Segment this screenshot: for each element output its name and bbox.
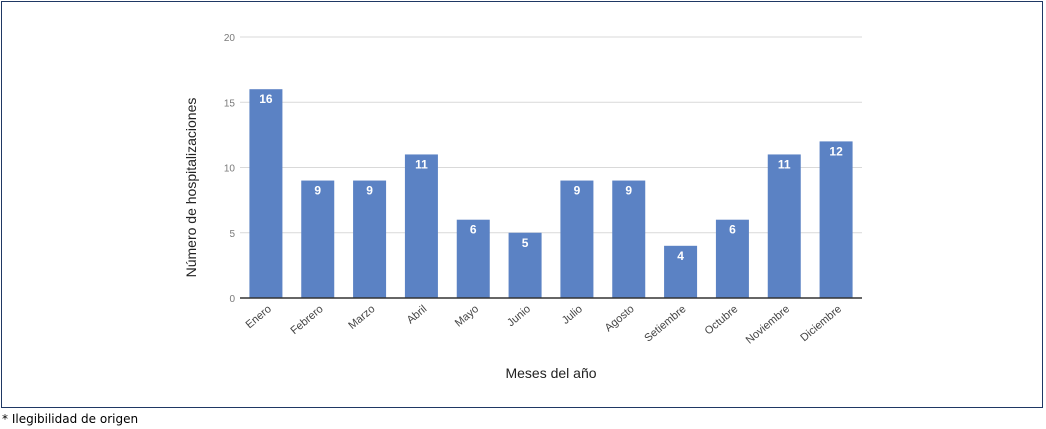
- bar-noviembre: [767, 154, 801, 298]
- x-tick-label: Junio: [505, 303, 533, 329]
- y-axis-title: Número de hospitalizaciones: [183, 98, 199, 278]
- x-tick-label: Octubre: [703, 303, 741, 337]
- gridlines: [240, 36, 862, 234]
- footnote: * Ilegibilidad de origen: [2, 412, 139, 426]
- bar-enero: [249, 89, 283, 298]
- x-tick-label: Abril: [405, 303, 430, 326]
- data-label: 11: [415, 157, 428, 171]
- bar-julio: [560, 180, 594, 298]
- x-tick-label: Enero: [244, 303, 274, 331]
- data-label: 9: [314, 184, 321, 198]
- bar-octubre: [715, 219, 749, 298]
- bar-setiembre: [664, 245, 698, 298]
- bar-abril: [404, 154, 438, 298]
- bar-junio: [508, 232, 542, 298]
- bar-diciembre: [819, 141, 853, 298]
- data-label: 16: [259, 92, 273, 106]
- bar-febrero: [301, 180, 335, 298]
- x-tick-label: Noviembre: [744, 303, 792, 346]
- x-tick-label: Agosto: [603, 303, 637, 334]
- data-label: 9: [574, 184, 581, 198]
- data-label: 9: [625, 184, 632, 198]
- x-tick-label: Diciembre: [798, 303, 844, 344]
- x-tick-label: Marzo: [346, 303, 377, 332]
- x-tick-label: Julio: [560, 303, 585, 327]
- x-axis-ticks: Enero Febrero Marzo Abril Mayo Junio Julio Agos…: [244, 303, 844, 346]
- x-axis-title: Meses del año: [505, 365, 596, 381]
- bars: [249, 89, 853, 298]
- x-tick-label: Febrero: [288, 303, 325, 337]
- y-tick-label: 15: [224, 98, 236, 109]
- bar-chart: 0 5 10 15 20 16 9 9 11 6 5 9 9 4 6 11 12 Enero Febrero Ma…: [183, 33, 862, 381]
- x-tick-label: Mayo: [453, 303, 481, 329]
- y-tick-label: 0: [229, 294, 235, 305]
- bar-mayo: [456, 219, 490, 298]
- data-labels: 16 9 9 11 6 5 9 9 4 6 11 12: [259, 92, 843, 263]
- data-label: 6: [470, 223, 477, 237]
- data-label: 5: [522, 236, 529, 250]
- y-tick-label: 10: [224, 164, 236, 175]
- data-label: 12: [829, 144, 843, 158]
- bar-marzo: [353, 180, 387, 298]
- y-axis-ticks: 0 5 10 15 20: [224, 33, 236, 305]
- figure-frame: [1, 1, 1043, 408]
- y-tick-label: 20: [224, 33, 236, 44]
- data-label: 11: [778, 157, 791, 171]
- data-label: 4: [677, 249, 684, 263]
- x-tick-label: Setiembre: [642, 303, 688, 344]
- bar-agosto: [612, 180, 646, 298]
- data-label: 6: [729, 223, 736, 237]
- data-label: 9: [366, 184, 373, 198]
- y-tick-label: 5: [229, 229, 235, 240]
